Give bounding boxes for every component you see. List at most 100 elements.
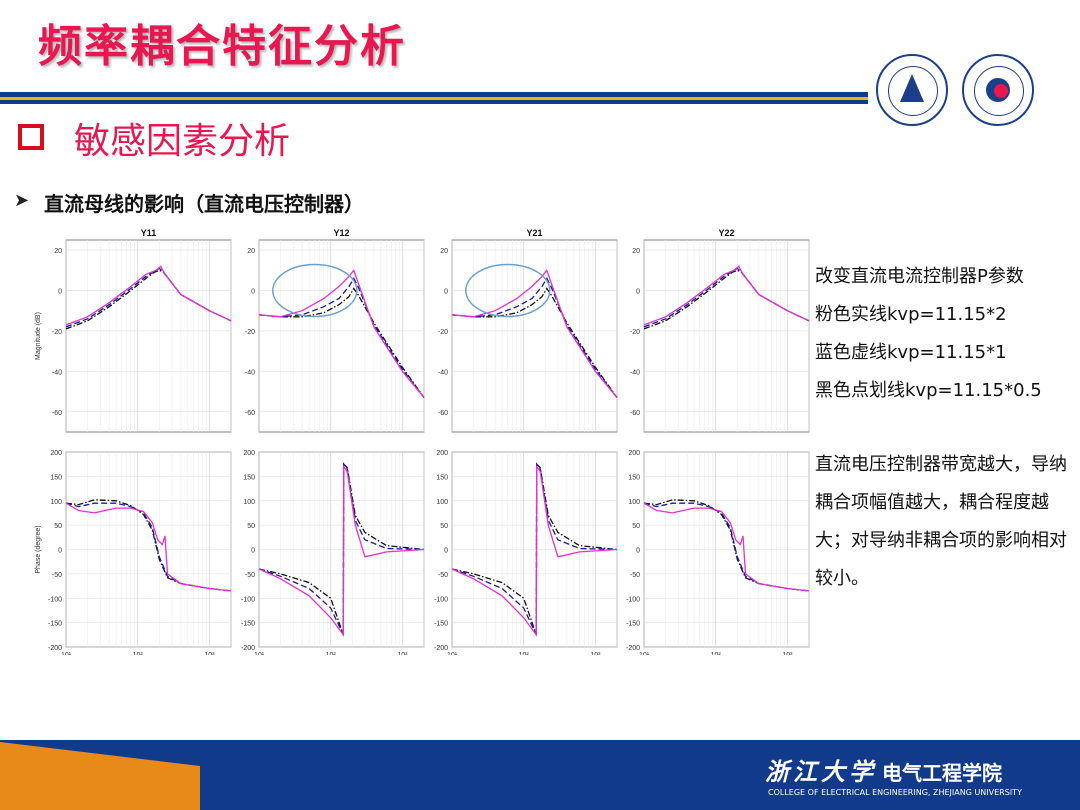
- y-tick-label: 200: [628, 450, 640, 457]
- y-tick-label: -50: [52, 572, 62, 579]
- logo-ring: [888, 66, 938, 116]
- y-tick-label: -40: [245, 369, 255, 376]
- y-tick-label: -100: [434, 596, 448, 603]
- series-line-black: [451, 287, 618, 398]
- conclusion-text: 直流电压控制器带宽越大，导纳耦合项幅值越大，耦合程度越大；对导纳非耦合项的影响相…: [815, 454, 1067, 589]
- plot-frame: [65, 239, 232, 433]
- y-tick-label: -20: [438, 329, 448, 336]
- y-tick-label: -60: [52, 410, 62, 417]
- y-tick-label: -150: [626, 621, 640, 628]
- x-tick-label: 10¹: [639, 652, 650, 655]
- subplot-title-y21: Y21: [526, 228, 542, 238]
- y-tick-label: 0: [58, 548, 62, 555]
- y-tick-label: 20: [440, 248, 448, 255]
- x-tick-label: 10³: [204, 652, 215, 655]
- x-tick-label: 10²: [326, 652, 337, 655]
- series-line-blue: [451, 277, 618, 398]
- plot-frame: [643, 239, 810, 433]
- y-tick-label: 200: [50, 450, 62, 457]
- series-line-pink: [65, 265, 232, 326]
- y-tick-label: -40: [438, 369, 448, 376]
- college-logo: [962, 54, 1034, 126]
- y-tick-label: 50: [632, 523, 640, 530]
- y-tick-label: 50: [440, 523, 448, 530]
- y-tick-label: -20: [630, 329, 640, 336]
- section-square-icon: [18, 124, 44, 150]
- y-tick-label: 20: [54, 248, 62, 255]
- y-axis-label: Magnitude (dB): [35, 312, 42, 360]
- series-line-black: [258, 287, 425, 398]
- x-tick-label: 10¹: [254, 652, 265, 655]
- y-tick-label: -60: [630, 410, 640, 417]
- y-tick-label: -60: [438, 410, 448, 417]
- series-line-pink: [643, 265, 810, 326]
- y-tick-label: 0: [251, 289, 255, 296]
- y-tick-label: -100: [241, 596, 255, 603]
- x-tick-label: 10²: [133, 652, 144, 655]
- y-tick-label: 150: [628, 474, 640, 481]
- y-tick-label: -200: [48, 645, 62, 652]
- x-tick-label: 10¹: [447, 652, 458, 655]
- y-tick-label: -150: [434, 621, 448, 628]
- y-tick-label: 20: [247, 248, 255, 255]
- y-tick-label: 200: [243, 450, 255, 457]
- y-tick-label: 50: [54, 523, 62, 530]
- y-tick-label: -200: [626, 645, 640, 652]
- subplot-title-y12: Y12: [333, 228, 349, 238]
- logo-ring: [974, 66, 1024, 116]
- footer-english: COLLEGE OF ELECTRICAL ENGINEERING, ZHEJI…: [768, 788, 1022, 797]
- y-tick-label: -50: [245, 572, 255, 579]
- x-tick-label: 10¹: [61, 652, 72, 655]
- series-line-pink: [65, 502, 232, 592]
- note-line: 黑色点划线kvp=11.15*0.5: [815, 380, 1042, 401]
- x-tick-label: 10²: [519, 652, 530, 655]
- subplot-title-y11: Y11: [141, 228, 157, 238]
- y-tick-label: -150: [241, 621, 255, 628]
- x-tick-label: 10³: [397, 652, 408, 655]
- highlight-ellipse: [465, 263, 551, 318]
- y-tick-label: 100: [628, 499, 640, 506]
- y-tick-label: 200: [436, 450, 448, 457]
- slide-title: 频率耦合特征分析: [38, 21, 406, 72]
- series-line-pink: [451, 464, 618, 637]
- y-tick-label: -100: [626, 596, 640, 603]
- series-line-pink: [258, 268, 425, 399]
- parameter-notes: 改变直流电流控制器P参数 粉色实线kvp=11.15*2 蓝色虚线kvp=11.…: [815, 258, 1042, 410]
- section-title: 敏感因素分析: [74, 121, 291, 162]
- y-tick-label: 20: [632, 248, 640, 255]
- note-line: 粉色实线kvp=11.15*2: [815, 304, 1007, 325]
- y-tick-label: 0: [636, 289, 640, 296]
- y-tick-label: 0: [444, 548, 448, 555]
- y-tick-label: 0: [251, 548, 255, 555]
- arrow-bullet-icon: ➤: [14, 190, 30, 211]
- y-tick-label: -40: [630, 369, 640, 376]
- y-tick-label: 150: [436, 474, 448, 481]
- y-tick-label: 100: [436, 499, 448, 506]
- y-tick-label: 100: [243, 499, 255, 506]
- y-tick-label: -200: [241, 645, 255, 652]
- series-line-blue: [258, 277, 425, 398]
- highlight-ellipse: [272, 263, 358, 318]
- y-tick-label: 100: [50, 499, 62, 506]
- y-tick-label: -50: [630, 572, 640, 579]
- y-tick-label: 0: [636, 548, 640, 555]
- note-line: 改变直流电流控制器P参数: [815, 266, 1024, 287]
- footer-university: 浙江大学: [765, 758, 877, 786]
- footer-college: 电气工程学院: [882, 761, 1002, 785]
- x-tick-label: 10³: [782, 652, 793, 655]
- header-bar: [0, 92, 868, 104]
- series-line-blue: [451, 462, 618, 636]
- y-tick-label: -50: [438, 572, 448, 579]
- y-tick-label: -60: [245, 410, 255, 417]
- y-tick-label: -150: [48, 621, 62, 628]
- y-tick-label: -40: [52, 369, 62, 376]
- y-tick-label: 150: [243, 474, 255, 481]
- y-tick-label: 0: [444, 289, 448, 296]
- x-tick-label: 10³: [590, 652, 601, 655]
- x-tick-label: 10²: [711, 652, 722, 655]
- y-tick-label: -100: [48, 596, 62, 603]
- y-tick-label: -20: [245, 329, 255, 336]
- y-tick-label: -200: [434, 645, 448, 652]
- series-line-blue: [258, 462, 425, 636]
